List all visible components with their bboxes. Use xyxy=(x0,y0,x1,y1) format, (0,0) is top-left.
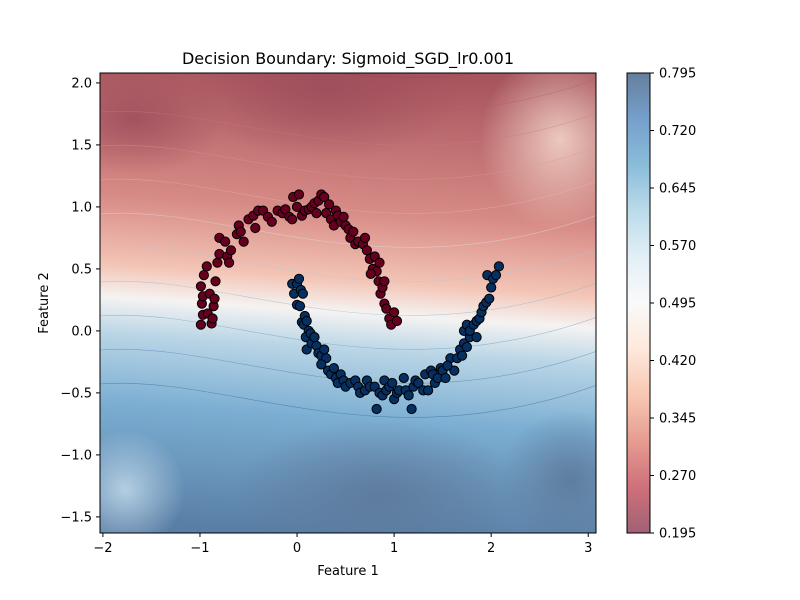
scatter-point xyxy=(423,385,434,396)
y-tick-label: 0.0 xyxy=(71,324,92,339)
scatter-point xyxy=(371,403,382,415)
scatter-point xyxy=(324,199,335,210)
scatter-point xyxy=(471,332,482,343)
x-tick-label: 2 xyxy=(487,541,495,556)
colorbar-tick-label: 0.345 xyxy=(659,412,696,427)
scatter-point xyxy=(207,313,218,324)
scatter-point xyxy=(379,276,390,287)
y-tick-label: −0.5 xyxy=(60,386,92,401)
scatter-point xyxy=(235,226,246,237)
scatter-point xyxy=(293,189,305,200)
scatter-point xyxy=(387,377,398,389)
scatter-point xyxy=(365,268,376,279)
colorbar-tick-label: 0.495 xyxy=(659,297,696,312)
y-tick-label: 0.5 xyxy=(71,262,92,277)
contour-background xyxy=(100,73,596,533)
scatter-point xyxy=(225,245,237,256)
scatter-point xyxy=(220,236,231,247)
scatter-point xyxy=(413,377,424,389)
scatter-point xyxy=(311,208,322,219)
scatter-point xyxy=(359,232,371,243)
scatter-point xyxy=(287,214,298,225)
scatter-point xyxy=(391,315,403,327)
scatter-point xyxy=(361,245,372,256)
scatter-point xyxy=(493,261,504,272)
y-axis: −1.5 −1.0 −0.5 0.0 0.5 1.0 1.5 2.0 xyxy=(60,76,100,525)
scatter-point xyxy=(442,360,453,371)
scatter-point xyxy=(238,236,249,247)
colorbar-tick-label: 0.645 xyxy=(659,182,696,197)
y-tick-label: 1.0 xyxy=(71,200,92,215)
scatter-point xyxy=(449,365,460,376)
x-tick-label: 0 xyxy=(293,541,301,556)
chart-title: Decision Boundary: Sigmoid_SGD_lr0.001 xyxy=(182,49,514,69)
y-axis-label: Feature 2 xyxy=(37,272,52,334)
scatter-point xyxy=(294,301,306,312)
colorbar-gradient xyxy=(627,73,650,533)
scatter-point xyxy=(440,372,451,384)
scatter-point xyxy=(309,332,320,343)
colorbar-tick-label: 0.270 xyxy=(659,469,696,484)
scatter-point xyxy=(201,261,212,272)
scatter-point xyxy=(461,341,472,353)
scatter-point xyxy=(348,226,359,237)
scatter-point xyxy=(297,288,308,299)
colorbar-tick-label: 0.420 xyxy=(659,354,696,369)
scatter-point xyxy=(374,257,385,268)
scatter-point xyxy=(398,372,409,384)
x-axis: −2 −1 0 1 2 3 xyxy=(93,533,592,556)
scatter-point xyxy=(316,359,327,370)
series-0 xyxy=(195,189,403,330)
scatter-point xyxy=(212,257,223,268)
colorbar: 0.195 0.270 0.345 0.420 0.495 0.570 0.645 0.720… xyxy=(626,67,696,542)
scatter-point xyxy=(209,293,220,304)
scatter-point xyxy=(210,276,221,287)
x-tick-label: 3 xyxy=(584,541,592,556)
scatter-point xyxy=(266,216,277,227)
scatter-point xyxy=(293,273,305,284)
y-tick-label: −1.5 xyxy=(60,510,92,525)
scatter-point xyxy=(198,270,209,281)
scatter-point xyxy=(328,363,339,374)
colorbar-tick-label: 0.570 xyxy=(659,239,696,254)
x-tick-label: −2 xyxy=(93,541,112,556)
y-tick-label: 1.5 xyxy=(71,138,92,153)
y-tick-label: −1.0 xyxy=(60,448,92,463)
scatter-point xyxy=(484,293,495,304)
plot-frame xyxy=(99,72,597,534)
x-tick-label: −1 xyxy=(190,541,209,556)
scatter-point xyxy=(406,403,417,415)
x-tick-label: 1 xyxy=(390,541,398,556)
scatter-point xyxy=(457,350,468,361)
y-tick-label: 2.0 xyxy=(71,76,92,91)
scatter-point xyxy=(319,191,330,203)
series-1 xyxy=(287,261,504,415)
scatter-point xyxy=(490,270,502,281)
colorbar-tick-label: 0.795 xyxy=(659,67,696,82)
scatter-point xyxy=(389,307,400,318)
scatter-point xyxy=(224,257,235,268)
scatter-point xyxy=(338,211,349,222)
scatter-point xyxy=(250,222,261,234)
scatter-point xyxy=(195,319,206,330)
scatter-point xyxy=(486,282,497,293)
colorbar-tick-label: 0.720 xyxy=(659,124,696,139)
colorbar-tick-label: 0.195 xyxy=(659,527,696,542)
data-points xyxy=(195,189,504,415)
scatter-point xyxy=(301,315,312,327)
scatter-point xyxy=(319,344,330,355)
x-axis-label: Feature 1 xyxy=(317,564,379,579)
scatter-point xyxy=(403,390,414,401)
scatter-point xyxy=(195,281,206,292)
